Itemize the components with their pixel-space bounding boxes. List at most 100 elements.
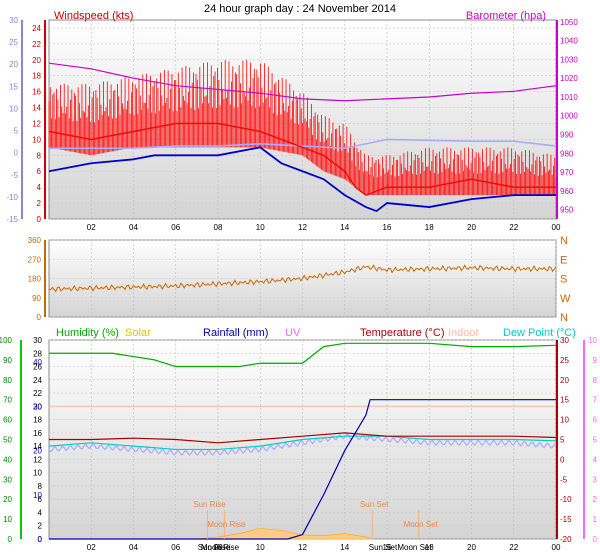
temperature-tick-label: 10 [33,469,42,478]
barometer-tick-label: 1020 [560,74,578,83]
outer-left-tick-label: 0 [14,149,19,158]
panel-3-x-tick-label: 14 [340,543,349,552]
windspeed-tick-label: 22 [32,40,41,49]
uv-tick-label: 8 [593,376,598,385]
humidity-tick-label: 80 [3,376,12,385]
humidity-tick-label: 60 [3,416,12,425]
uv-tick-label: 10 [588,336,597,345]
barometer-tick-label: 980 [560,149,574,158]
panel-3-x-tick-label: 20 [467,543,476,552]
right-temperature-tick-label: 15 [560,396,569,405]
legend-header: Temperature (°C) [360,327,444,339]
panel-3-x-tick-label: 16 [383,543,392,552]
outer-left-tick-label: 25 [9,38,18,47]
outer-left-tick-label: 30 [9,16,18,25]
barometer-axis-label: Barometer (hpa) [466,10,546,22]
windspeed-tick-label: 0 [37,215,42,224]
temperature-tick-label: 0 [38,535,43,544]
compass-label: S [560,274,567,286]
humidity-tick-label: 90 [3,356,12,365]
temperature-tick-label: 4 [38,508,43,517]
right-temperature-tick-label: -20 [560,535,572,544]
temperature-tick-label: 18 [33,416,42,425]
panel-3-x-tick-label: 22 [509,543,518,552]
barometer-tick-label: 1030 [560,55,578,64]
temperature-tick-label: 8 [38,482,43,491]
panel-1-x-tick-label: 18 [425,223,434,232]
temperature-tick-label: 22 [33,389,42,398]
rainfall-tick-label: 30 [33,402,42,411]
temperature-tick-label: 12 [33,455,42,464]
panel-1-x-tick-label: 00 [552,223,561,232]
windspeed-tick-label: 10 [32,135,41,144]
legend-header: Solar [125,327,151,339]
outer-left-tick-label: 5 [14,127,19,136]
uv-tick-label: 1 [593,515,598,524]
direction-tick-label: 360 [28,236,42,245]
rainfall-tick-label: 20 [33,447,42,456]
bottom-moonrise-label: Moon Rise [201,543,240,552]
windspeed-tick-label: 12 [32,119,41,128]
right-temperature-tick-label: 10 [560,416,569,425]
uv-tick-label: 2 [593,495,598,504]
legend-header: Dew Point (°C) [503,327,576,339]
lavender-line [48,433,557,456]
outer-left-tick-label: -15 [6,215,18,224]
temperature-tick-label: 20 [33,402,42,411]
panel-3-x-tick-label: 18 [425,543,434,552]
humidity-tick-label: 0 [8,535,13,544]
humidity-tick-label: 20 [3,495,12,504]
direction-tick-label: 0 [37,313,42,322]
barometer-tick-label: 1040 [560,37,578,46]
barometer-line [48,62,557,102]
panel-3-x-tick-label: 04 [129,543,138,552]
barometer-tick-label: 1050 [560,18,578,27]
humidity-line [49,342,557,368]
windspeed-axis-label: Windspeed (kts) [54,10,133,22]
temperature-tick-label: 24 [33,376,42,385]
light-blue-line [49,138,557,150]
panel-3-x-tick-label: 10 [256,543,265,552]
humidity-tick-label: 100 [0,336,13,345]
uv-tick-label: 7 [593,396,598,405]
panel-3-x-tick-label: 08 [214,543,223,552]
temperature-tick-label: 6 [38,495,43,504]
legend-header: Indoor [448,327,480,339]
windspeed-tick-label: 14 [32,104,41,113]
panel-1-x-tick-label: 04 [129,223,138,232]
right-temperature-tick-label: 20 [560,376,569,385]
windspeed-tick-label: 20 [32,56,41,65]
temperature-tick-label: 14 [33,442,42,451]
compass-label: N [560,235,568,247]
direction-tick-label: 270 [28,255,42,264]
outer-left-tick-label: -5 [11,171,19,180]
solar-area [196,527,373,540]
right-temperature-tick-label: 25 [560,356,569,365]
event-marker-label: Sun Set [360,500,389,509]
panel-1-x-tick-label: 20 [467,223,476,232]
compass-label: N [560,312,568,324]
chart-title: 24 hour graph day : 24 November 2014 [204,3,396,15]
barometer-tick-label: 990 [560,131,574,140]
rainfall-tick-label: 40 [33,358,42,367]
rainfall-line [49,399,556,540]
panel-3-x-tick-label: 00 [552,543,561,552]
panel-1-x-tick-label: 08 [214,223,223,232]
humidity-tick-label: 50 [3,436,12,445]
temperature-tick-label: 26 [33,363,42,372]
compass-label: E [560,254,567,266]
barometer-tick-label: 1000 [560,112,578,121]
right-temperature-tick-label: -5 [560,475,568,484]
legend-header: Rainfall (mm) [203,327,268,339]
right-temperature-tick-label: -15 [560,515,572,524]
uv-tick-label: 4 [593,455,598,464]
panel-1-x-tick-label: 22 [509,223,518,232]
windspeed-tick-label: 16 [32,88,41,97]
rainfall-tick-label: 0 [38,535,43,544]
right-temperature-tick-label: 0 [560,455,565,464]
humidity-tick-label: 70 [3,396,12,405]
windspeed-tick-label: 2 [37,199,42,208]
outer-left-tick-label: 20 [9,60,18,69]
